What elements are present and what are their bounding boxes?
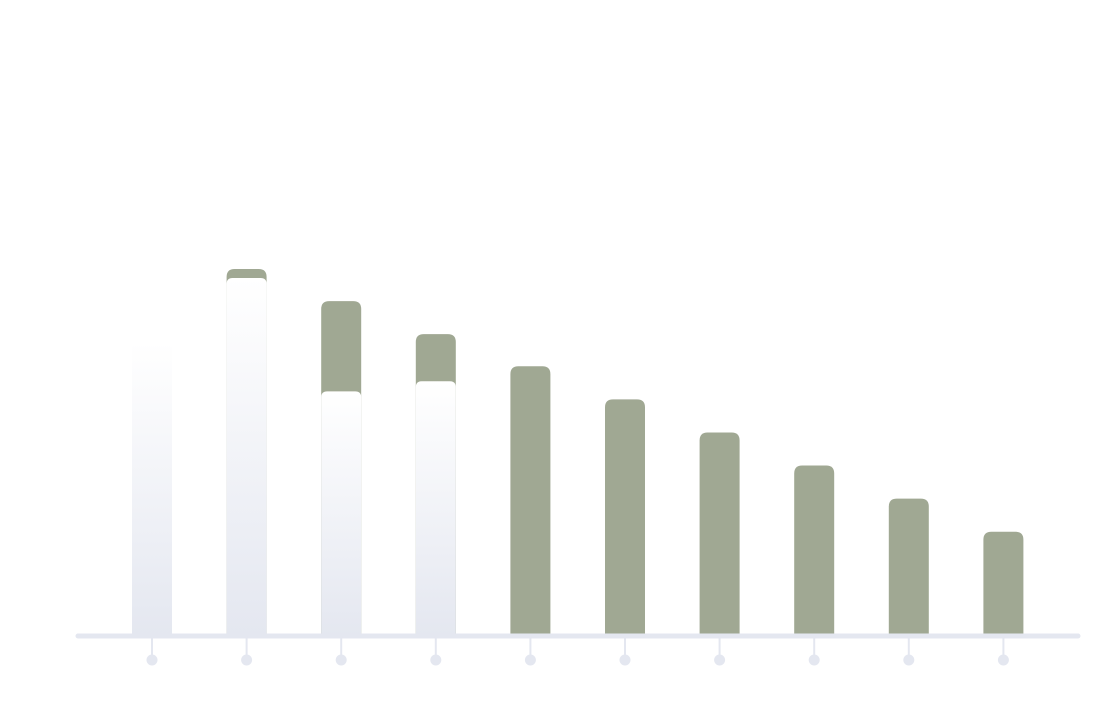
bar-overlay-2 — [226, 278, 267, 636]
bar-6 — [605, 399, 645, 636]
x-tick-dot-4 — [430, 654, 442, 666]
x-tick-dot-5 — [524, 654, 536, 666]
bar-8 — [794, 465, 835, 636]
bar-5 — [510, 366, 551, 636]
overlay-layer — [132, 278, 456, 636]
x-tick-dot-7 — [714, 654, 726, 666]
x-tick-dot-3 — [335, 654, 347, 666]
bar-9 — [888, 498, 929, 636]
x-tick-dot-9 — [903, 654, 915, 666]
x-tick-dot-1 — [146, 654, 158, 666]
x-tick-dot-10 — [997, 654, 1009, 666]
bar-7 — [699, 432, 740, 636]
x-axis-ticks — [146, 636, 1009, 666]
x-tick-dot-8 — [808, 654, 820, 666]
bar-overlay-3 — [321, 391, 362, 636]
x-tick-dot-2 — [241, 654, 253, 666]
bar-10 — [983, 531, 1024, 636]
bar-overlay-4 — [415, 381, 456, 636]
bar-overlay-1 — [132, 342, 172, 636]
x-tick-dot-6 — [619, 654, 631, 666]
